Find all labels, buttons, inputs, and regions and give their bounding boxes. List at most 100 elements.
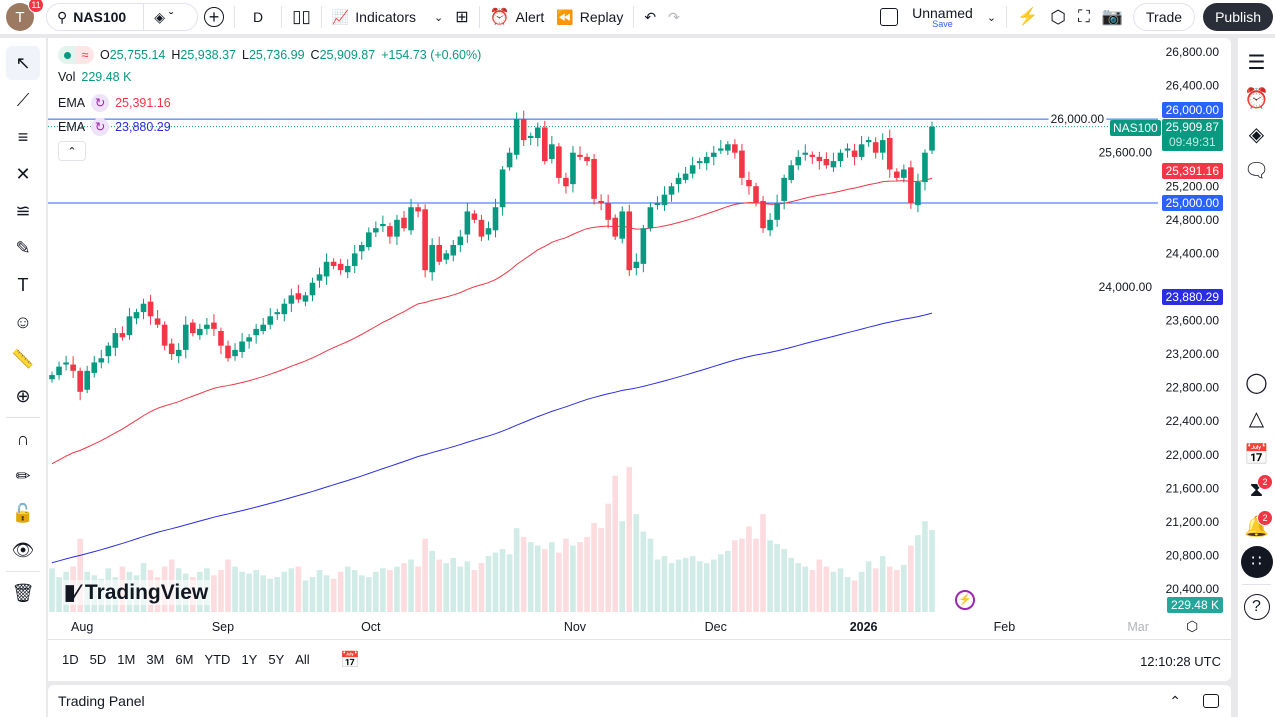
volume-bar [753,538,759,612]
fib-tool[interactable]: ≡ [6,120,40,154]
x-tick-label: Aug [71,620,93,634]
volume-bar [879,556,886,612]
line-icon: ⟋ [16,89,30,110]
go-to-date-button[interactable]: 📅 [340,650,360,670]
price-chart[interactable]: Aug Sep Oct Nov Dec 2026 Feb Mar 26,800.00 26,400… [48,38,1231,638]
apps-button[interactable]: ∷ [1238,544,1275,580]
market-status-badge[interactable] [58,46,76,64]
calendar-button[interactable]: 📅 [1238,436,1275,472]
add-symbol-button[interactable]: + [198,2,230,32]
range-5d[interactable]: 5D [89,652,107,667]
candle-body [302,295,309,302]
magnet-tool[interactable]: ∩ [6,422,40,456]
volume-bar [49,568,55,612]
icon-tool[interactable]: ☺ [6,305,40,339]
range-5y[interactable]: 5Y [268,652,285,667]
volume-bar [323,575,330,612]
candle-body [478,219,485,237]
range-1y[interactable]: 1Y [241,652,258,667]
right-sidebar: ☰ ⏰ ◈ 🗨 ◯ △ 📅 ⧗ 2 🔔 2 ∷ ? [1238,38,1275,717]
candle-body [612,217,618,237]
cursor-tool[interactable]: ↖ [6,46,40,80]
candles-icon: ▯▯ [292,7,311,26]
candle-body [746,179,752,187]
volume-bar [211,575,217,612]
trading-panel[interactable]: Trading Panel ⌃ [48,685,1231,717]
fullscreen-button[interactable]: ⛶ [1072,2,1096,32]
help-button[interactable]: ? [1238,589,1275,625]
trade-button[interactable]: Trade [1133,3,1196,31]
remove-drawings-tool[interactable]: 🗑 [6,576,40,610]
range-1d[interactable]: 1D [62,652,79,667]
symbol-search[interactable]: ⚲ NAS100 ◈ ˇ [46,3,198,31]
range-1m[interactable]: 1M [117,652,136,667]
chart-type-button[interactable]: ▯▯ [286,2,317,32]
candle-body [513,119,520,155]
volume-bar [492,552,499,612]
brush-tool[interactable]: ✎ [6,231,40,265]
range-6m[interactable]: 6M [175,652,194,667]
signals-button[interactable]: ⧗ 2 [1238,472,1275,508]
candle-body [91,362,98,373]
notifications-button[interactable]: 🔔 2 [1238,508,1275,544]
zoom-tool[interactable]: ⊕ [6,379,40,413]
utc-clock[interactable]: 12:10:28 UTC [1140,654,1221,669]
refresh-icon: ↻ [91,94,110,112]
chats-button[interactable]: 🗨 [1238,152,1275,188]
measure-tool[interactable]: 📏 [6,342,40,376]
candle-body [450,244,457,256]
screenshot-button[interactable]: 📷 [1096,2,1129,32]
diamond-icon[interactable]: ◈ ˇ [154,8,174,25]
volume-bar [499,549,506,612]
delayed-icon[interactable]: ≈ [76,46,94,64]
ema-fast-legend[interactable]: EMA ↻ 25,391.16 [58,94,171,112]
range-3m[interactable]: 3M [146,652,165,667]
text-tool[interactable]: T [6,268,40,302]
settings-button[interactable]: ⬡ [1044,2,1072,32]
range-all[interactable]: All [295,652,310,667]
volume-bar [429,550,435,612]
maximize-icon[interactable] [1203,694,1219,708]
candle-body [802,152,809,155]
replay-button[interactable]: ⏪ Replay [556,8,624,26]
redo-button[interactable]: ↷ [662,2,686,32]
candle-body [274,312,281,315]
undo-button[interactable]: ↶ [638,2,662,32]
y-tick-label: 20,400.00 [1166,582,1220,596]
object-tree-button[interactable]: ◈ [1238,116,1275,152]
layout-button[interactable]: Unnamed Save ⌄ [874,2,1002,32]
alert-button[interactable]: ⏰ Alert [489,9,545,26]
axis-settings-icon[interactable]: ⬡ [1186,618,1199,634]
candle-body [70,364,76,371]
lightning-icon[interactable]: ⚡ [955,590,975,610]
alerts-button[interactable]: ⏰ [1238,80,1275,116]
indicators-button[interactable]: 📈 Indicators ⌄ [331,8,444,26]
stay-in-drawing-tool[interactable]: ✏ [6,459,40,493]
chart-pane[interactable]: Aug Sep Oct Nov Dec 2026 Feb Mar 26,800.00 26,400… [48,38,1231,681]
candle-body [774,203,780,220]
chevron-up-icon[interactable]: ⌃ [1169,692,1181,709]
publish-button[interactable]: Publish [1203,3,1273,31]
pattern-tool[interactable]: ✕ [6,157,40,191]
hide-drawings-tool[interactable]: 👁 [6,533,40,567]
layouts-button[interactable]: ⊞ [449,2,474,32]
watchlist-button[interactable]: ☰ [1238,44,1275,80]
lock-drawings-tool[interactable]: 🔓 [6,496,40,530]
refresh-icon: ↻ [91,118,110,136]
collapse-legend-button[interactable]: ⌃ [58,141,86,161]
pine-button[interactable]: △ [1238,400,1275,436]
y-tick-label: 22,400.00 [1166,414,1220,428]
user-avatar[interactable]: T 11 [6,0,44,31]
volume-legend[interactable]: Vol 229.48 K [58,70,132,84]
quick-search-button[interactable]: ⚡ [1011,2,1044,32]
y-tick-label: 23,200.00 [1166,347,1220,361]
ema-slow-legend[interactable]: EMA ↻ 23,880.29 [58,118,171,136]
save-label[interactable]: Save [932,18,953,29]
camera-icon: 📷 [1101,7,1124,26]
range-ytd[interactable]: YTD [204,652,231,667]
forecast-tool[interactable]: ≌ [6,194,40,228]
technicals-button[interactable]: ◯ [1238,364,1275,400]
candle-body [520,119,527,141]
trend-line-tool[interactable]: ⟋ [6,83,40,117]
interval-button[interactable]: D [253,9,264,25]
